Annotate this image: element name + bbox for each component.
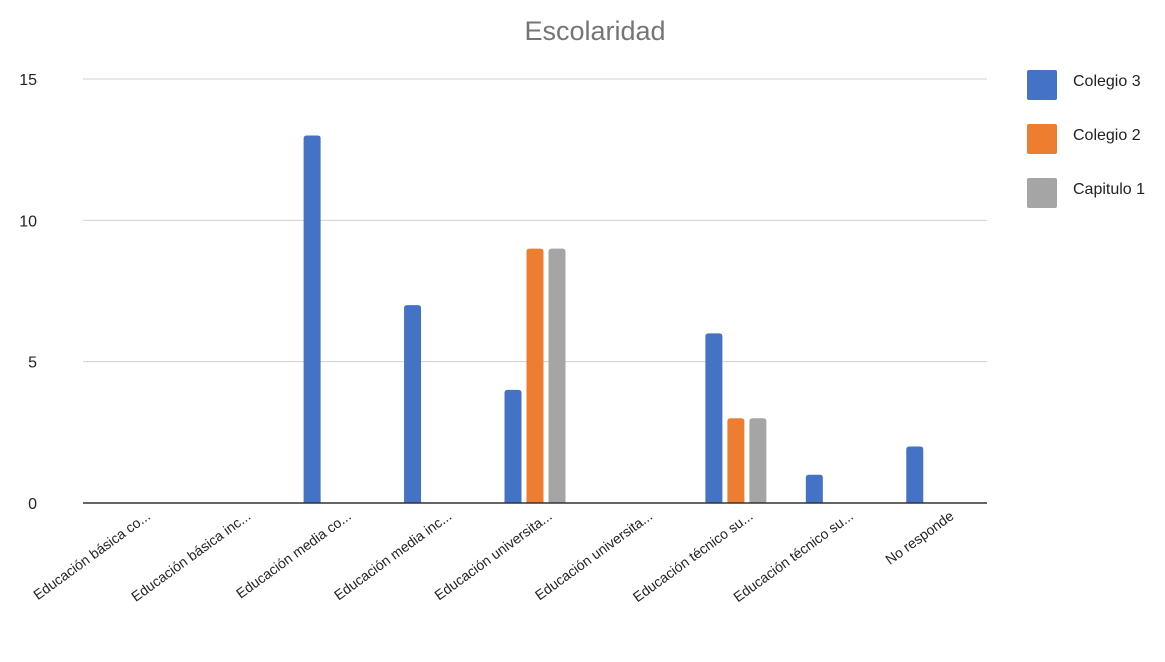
legend-swatch bbox=[1027, 178, 1057, 208]
legend-swatch bbox=[1027, 124, 1057, 154]
bar bbox=[705, 333, 723, 503]
bar bbox=[303, 135, 321, 504]
chart-title: Escolaridad bbox=[524, 16, 665, 46]
bar bbox=[805, 474, 823, 503]
bar bbox=[404, 305, 422, 503]
bar bbox=[548, 248, 566, 503]
y-tick-label: 5 bbox=[28, 355, 37, 372]
legend-label: Capitulo 1 bbox=[1073, 181, 1145, 198]
bar bbox=[504, 389, 522, 503]
legend-swatch bbox=[1027, 70, 1057, 100]
bar bbox=[749, 418, 767, 503]
x-tick-label: No responde bbox=[882, 507, 956, 567]
legend: Colegio 3 Colegio 2 Capitulo 1 bbox=[1027, 70, 1145, 208]
bars bbox=[303, 135, 924, 504]
y-tick-label: 0 bbox=[28, 496, 37, 513]
y-tick-label: 15 bbox=[19, 72, 37, 89]
legend-label: Colegio 2 bbox=[1073, 127, 1141, 144]
y-axis-ticks: 0 5 10 15 bbox=[19, 72, 37, 513]
bar bbox=[526, 248, 544, 503]
bar bbox=[906, 446, 924, 503]
y-tick-label: 10 bbox=[19, 213, 37, 230]
bar bbox=[727, 418, 745, 503]
legend-label: Colegio 3 bbox=[1073, 73, 1141, 90]
x-axis-labels: Educación básica co...Educación básica i… bbox=[30, 507, 956, 605]
